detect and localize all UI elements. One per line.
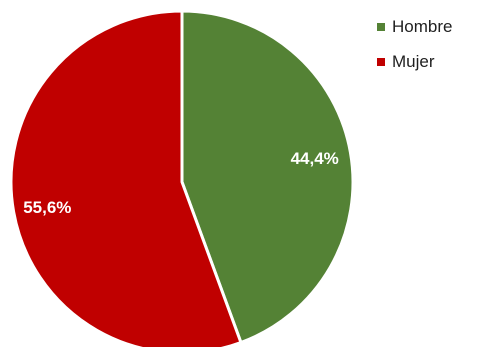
legend-label-hombre: Hombre <box>392 17 453 36</box>
legend-swatch-hombre <box>377 23 385 31</box>
pie-slice-hombre <box>180 9 355 345</box>
pie-label-hombre: 44,4% <box>291 149 339 168</box>
legend-label-mujer: Mujer <box>392 52 435 71</box>
legend-item-hombre: Hombre <box>377 16 452 38</box>
legend-item-mujer: Mujer <box>377 51 452 73</box>
legend-swatch-mujer <box>377 58 385 66</box>
chart-legend: Hombre Mujer <box>377 16 452 86</box>
pie-label-mujer: 55,6% <box>23 198 71 217</box>
